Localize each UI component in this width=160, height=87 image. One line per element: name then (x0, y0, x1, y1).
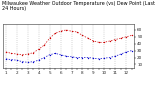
Text: Milwaukee Weather Outdoor Temperature (vs) Dew Point (Last 24 Hours): Milwaukee Weather Outdoor Temperature (v… (2, 1, 155, 11)
